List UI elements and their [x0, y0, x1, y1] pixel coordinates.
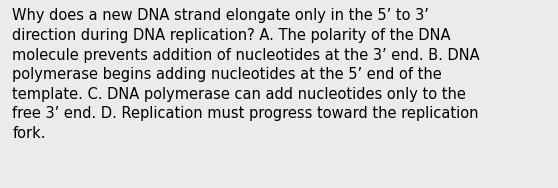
Text: Why does a new DNA strand elongate only in the 5’ to 3’
direction during DNA rep: Why does a new DNA strand elongate only …: [12, 8, 480, 141]
